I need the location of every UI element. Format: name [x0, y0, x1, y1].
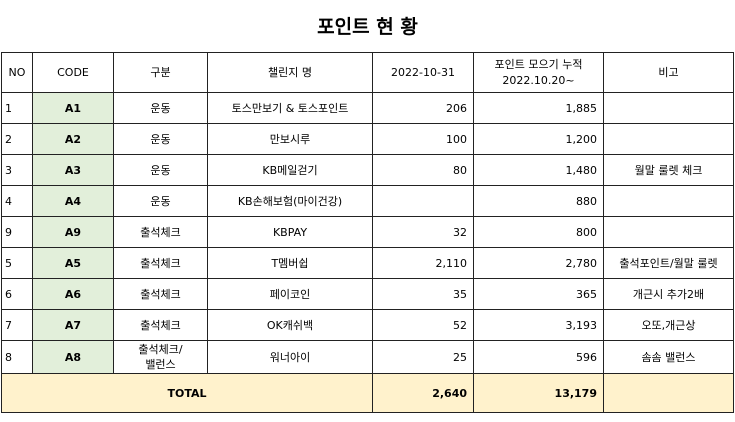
cell-note[interactable]: [603, 216, 734, 248]
cell-no[interactable]: 4: [1, 185, 33, 217]
total-note[interactable]: [603, 373, 734, 413]
cell-category[interactable]: 출석체크: [113, 216, 208, 248]
cell-code[interactable]: A1: [32, 92, 114, 124]
cell-date-value[interactable]: 206: [372, 92, 474, 124]
table-row: 9 A9 출석체크 KBPAY 32 800: [1, 216, 734, 248]
total-row: TOTAL 2,640 13,179: [1, 373, 734, 413]
cell-accum[interactable]: 3,193: [473, 309, 604, 341]
cell-challenge[interactable]: KB손해보험(마이건강): [207, 185, 373, 217]
header-code[interactable]: CODE: [32, 52, 114, 93]
cell-accum[interactable]: 1,885: [473, 92, 604, 124]
cell-no[interactable]: 8: [1, 340, 33, 374]
header-note[interactable]: 비고: [603, 52, 734, 93]
cell-accum[interactable]: 596: [473, 340, 604, 374]
cell-date-value[interactable]: 52: [372, 309, 474, 341]
cell-accum[interactable]: 2,780: [473, 247, 604, 279]
cell-accum[interactable]: 365: [473, 278, 604, 310]
cell-note[interactable]: 출석포인트/월말 룰렛: [603, 247, 734, 279]
cell-note[interactable]: 오또,개근상: [603, 309, 734, 341]
cell-date-value[interactable]: 32: [372, 216, 474, 248]
cell-no[interactable]: 6: [1, 278, 33, 310]
table-row: 7 A7 출석체크 OK캐쉬백 52 3,193 오또,개근상: [1, 309, 734, 341]
header-category[interactable]: 구분: [113, 52, 208, 93]
cell-category[interactable]: 운동: [113, 154, 208, 186]
cell-accum[interactable]: 880: [473, 185, 604, 217]
total-date-value[interactable]: 2,640: [372, 373, 474, 413]
cell-date-value[interactable]: 35: [372, 278, 474, 310]
cell-note[interactable]: [603, 92, 734, 124]
cell-date-value[interactable]: 2,110: [372, 247, 474, 279]
cell-no[interactable]: 9: [1, 216, 33, 248]
cell-note[interactable]: 솜솜 밸런스: [603, 340, 734, 374]
header-challenge[interactable]: 챌린지 명: [207, 52, 373, 93]
cell-date-value[interactable]: 100: [372, 123, 474, 155]
cell-code[interactable]: A7: [32, 309, 114, 341]
table-row: 4 A4 운동 KB손해보험(마이건강) 880: [1, 185, 734, 217]
cell-challenge[interactable]: KBPAY: [207, 216, 373, 248]
cell-challenge[interactable]: 토스만보기 & 토스포인트: [207, 92, 373, 124]
cell-date-value[interactable]: [372, 185, 474, 217]
table-row: 3 A3 운동 KB메일걷기 80 1,480 월말 룰렛 체크: [1, 154, 734, 186]
cell-category[interactable]: 운동: [113, 123, 208, 155]
cell-no[interactable]: 2: [1, 123, 33, 155]
cell-challenge[interactable]: T멤버쉽: [207, 247, 373, 279]
cell-challenge[interactable]: KB메일걷기: [207, 154, 373, 186]
cell-date-value[interactable]: 80: [372, 154, 474, 186]
header-no[interactable]: NO: [1, 52, 33, 93]
header-accum[interactable]: 포인트 모으기 누적 2022.10.20~: [473, 52, 604, 93]
table-row: 2 A2 운동 만보시루 100 1,200: [1, 123, 734, 155]
cell-code[interactable]: A2: [32, 123, 114, 155]
cell-challenge[interactable]: 페이코인: [207, 278, 373, 310]
cell-code[interactable]: A4: [32, 185, 114, 217]
header-date[interactable]: 2022-10-31: [372, 52, 474, 93]
cell-challenge[interactable]: OK캐쉬백: [207, 309, 373, 341]
cell-code[interactable]: A5: [32, 247, 114, 279]
cell-no[interactable]: 1: [1, 92, 33, 124]
cell-date-value[interactable]: 25: [372, 340, 474, 374]
cell-code[interactable]: A3: [32, 154, 114, 186]
cell-accum[interactable]: 1,480: [473, 154, 604, 186]
sheet-title: 포인트 현 황: [317, 15, 418, 38]
cell-category[interactable]: 운동: [113, 185, 208, 217]
cell-category[interactable]: 출석체크: [113, 309, 208, 341]
cell-code[interactable]: A6: [32, 278, 114, 310]
table-row: 6 A6 출석체크 페이코인 35 365 개근시 추가2배: [1, 278, 734, 310]
header-accum-line1: 포인트 모으기 누적: [494, 57, 583, 71]
cell-code[interactable]: A8: [32, 340, 114, 374]
cell-category[interactable]: 출석체크: [113, 247, 208, 279]
cell-note[interactable]: [603, 123, 734, 155]
total-accum[interactable]: 13,179: [473, 373, 604, 413]
cell-no[interactable]: 3: [1, 154, 33, 186]
table-row: 8 A8 출석체크/밸런스 워너아이 25 596 솜솜 밸런스: [1, 340, 734, 374]
cell-category[interactable]: 운동: [113, 92, 208, 124]
cell-accum[interactable]: 800: [473, 216, 604, 248]
cell-note[interactable]: 개근시 추가2배: [603, 278, 734, 310]
points-table: NO CODE 구분 챌린지 명 2022-10-31 포인트 모으기 누적 2…: [1, 52, 734, 413]
cell-code[interactable]: A9: [32, 216, 114, 248]
table-row: 1 A1 운동 토스만보기 & 토스포인트 206 1,885: [1, 92, 734, 124]
cell-no[interactable]: 5: [1, 247, 33, 279]
total-label[interactable]: TOTAL: [1, 373, 373, 413]
header-row: NO CODE 구분 챌린지 명 2022-10-31 포인트 모으기 누적 2…: [1, 52, 734, 93]
cell-note[interactable]: 월말 룰렛 체크: [603, 154, 734, 186]
cell-accum[interactable]: 1,200: [473, 123, 604, 155]
cell-note[interactable]: [603, 185, 734, 217]
cell-category[interactable]: 출석체크: [113, 278, 208, 310]
cell-no[interactable]: 7: [1, 309, 33, 341]
cell-category[interactable]: 출석체크/밸런스: [113, 340, 208, 374]
cell-challenge[interactable]: 만보시루: [207, 123, 373, 155]
header-accum-line2: 2022.10.20~: [502, 73, 575, 87]
table-row: 5 A5 출석체크 T멤버쉽 2,110 2,780 출석포인트/월말 룰렛: [1, 247, 734, 279]
cell-challenge[interactable]: 워너아이: [207, 340, 373, 374]
